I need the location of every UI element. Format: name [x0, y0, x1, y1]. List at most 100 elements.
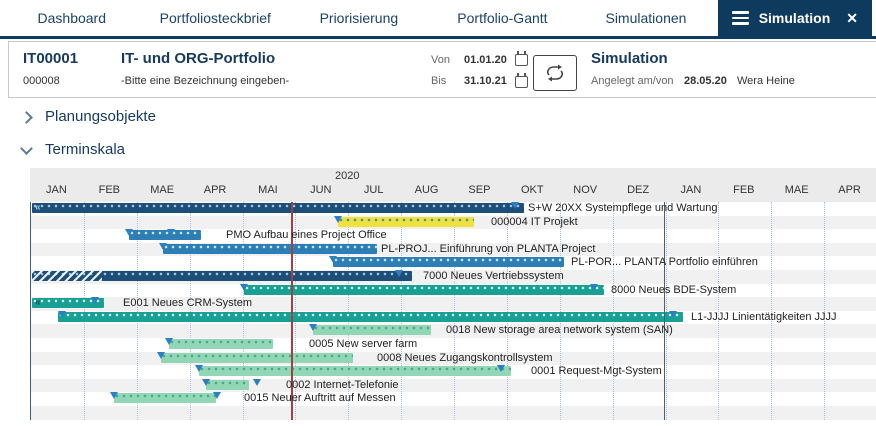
month-tick-label: FEB — [98, 184, 121, 196]
gantt-bar[interactable]: « — [32, 202, 524, 213]
month-tick-label: JAN — [46, 184, 67, 196]
milestone-marker-icon[interactable] — [164, 337, 173, 345]
gantt-bar[interactable] — [129, 230, 201, 241]
gantt-row: 0001 Request-Mgt-System — [31, 365, 876, 379]
calendar-icon[interactable] — [515, 51, 528, 66]
month-gridline — [824, 202, 826, 420]
bis-date-field[interactable]: 31.10.21 — [464, 75, 507, 87]
month-tick-label: OKT — [521, 184, 544, 196]
milestone-marker-icon[interactable] — [328, 256, 337, 264]
close-icon[interactable]: ✕ — [846, 9, 858, 26]
gantt-row: PMO Aufbau eines Project Office — [31, 229, 876, 243]
gantt-bar[interactable] — [114, 393, 216, 404]
portfolio-id[interactable]: IT00001 — [23, 50, 79, 67]
month-gridline — [506, 202, 508, 420]
milestone-marker-icon[interactable] — [156, 351, 165, 359]
gantt-bar[interactable] — [313, 325, 431, 336]
milestone-marker-icon[interactable] — [57, 310, 66, 318]
gantt-row: 0015 Neuer Auftritt auf Messen — [31, 392, 876, 406]
month-tick-label: NOV — [573, 184, 598, 196]
von-label: Von — [431, 54, 450, 66]
refresh-button[interactable] — [533, 55, 577, 91]
gantt-row: L1-JJJJ Linientätigkeiten JJJJ — [31, 310, 876, 325]
tab-simulation-active[interactable]: Simulation ✕ — [717, 0, 872, 36]
gantt-bar[interactable] — [58, 311, 683, 322]
gantt-bar[interactable] — [338, 216, 474, 227]
section-label: Terminskala — [45, 141, 126, 158]
gantt-row: PL-POR... PLANTA Portfolio einführen — [31, 256, 876, 270]
gantt-bar[interactable] — [169, 338, 273, 349]
milestone-marker-icon[interactable] — [308, 324, 317, 332]
month-tick-label: SEP — [468, 184, 491, 196]
gantt-bar[interactable] — [199, 366, 511, 377]
month-gridline — [771, 202, 773, 420]
section-planungsobjekte[interactable]: Planungsobjekte — [20, 108, 156, 125]
milestone-marker-icon[interactable] — [239, 283, 248, 291]
gantt-bar[interactable] — [161, 352, 353, 363]
milestone-marker-icon[interactable] — [90, 297, 99, 305]
gantt-bar[interactable] — [163, 243, 377, 254]
gantt-plot-area: « S+W 20XX Systempflege und Wartung 000004… — [30, 202, 876, 420]
gantt-bar-label: 000004 IT Projekt — [491, 215, 578, 228]
month-tick-label: DEZ — [627, 184, 650, 196]
milestone-marker-icon[interactable] — [201, 378, 210, 386]
section-terminskala[interactable]: Terminskala — [20, 141, 126, 158]
nav-tab-priorisierung[interactable]: Priorisierung — [319, 10, 399, 26]
gantt-bar-label: 7000 Neues Vertriebssystem — [423, 269, 564, 282]
gantt-bar[interactable]: « — [32, 297, 104, 309]
month-tick-label: APR — [203, 184, 227, 196]
milestone-marker-icon[interactable] — [668, 310, 677, 318]
milestone-marker-icon[interactable] — [496, 365, 505, 373]
year-label: 2020 — [335, 170, 360, 182]
milestone-marker-icon[interactable] — [394, 269, 403, 277]
hamburger-menu-icon[interactable] — [731, 11, 749, 25]
gantt-row: 8000 Neues BDE-System — [31, 283, 876, 298]
milestone-marker-icon[interactable] — [124, 229, 133, 237]
nav-tab-portfolio-gantt[interactable]: Portfolio-Gantt — [457, 10, 548, 26]
month-gridline — [189, 202, 191, 420]
gantt-bar[interactable] — [206, 379, 249, 390]
nav-tab-simulationen[interactable]: Simulationen — [605, 10, 687, 26]
month-gridline — [401, 202, 403, 420]
von-date-field[interactable]: 01.01.20 — [464, 54, 507, 66]
portfolio-title[interactable]: IT- und ORG-Portfolio — [121, 50, 276, 67]
gantt-row: PL-PROJ... Einführung von PLANTA Project — [31, 242, 876, 257]
milestone-marker-icon[interactable] — [510, 202, 519, 209]
simulation-title: Simulation — [591, 50, 668, 67]
nav-tab-list: Dashboard Portfoliosteckbrief Priorisierun… — [0, 0, 718, 36]
milestone-marker-icon[interactable] — [589, 283, 598, 291]
milestone-marker-icon[interactable] — [194, 365, 203, 373]
gantt-row: 0018 New storage area network system (SA… — [31, 324, 876, 338]
milestone-marker-icon[interactable] — [212, 392, 221, 400]
milestone-marker-icon[interactable] — [252, 378, 261, 386]
bis-label: Bis — [431, 75, 447, 87]
gantt-bar[interactable] — [333, 257, 564, 268]
gantt-bar[interactable] — [244, 284, 604, 295]
gantt-bar[interactable] — [32, 270, 412, 281]
month-gridline — [454, 202, 455, 420]
milestone-marker-icon[interactable] — [333, 215, 342, 223]
gantt-bar-label: 8000 Neues BDE-System — [611, 283, 737, 296]
month-tick-label: APR — [838, 184, 861, 196]
gantt-bar-label: 0005 New server farm — [309, 337, 418, 350]
continues-left-icon: « — [35, 202, 41, 213]
active-tab-label: Simulation — [758, 10, 831, 26]
year-boundary-line — [664, 202, 665, 420]
milestone-marker-icon[interactable] — [166, 229, 175, 237]
month-tick-label: JUN — [310, 184, 332, 196]
month-tick-label: FEB — [733, 184, 755, 196]
gantt-bar-label: L1-JJJJ Linientätigkeiten JJJJ — [691, 310, 837, 323]
month-tick-label: JAN — [680, 184, 702, 196]
top-nav: Dashboard Portfoliosteckbrief Priorisierun… — [0, 0, 876, 39]
calendar-icon[interactable] — [515, 73, 528, 88]
refresh-icon — [547, 64, 563, 82]
chevron-down-icon — [20, 141, 33, 155]
nav-tab-portfoliosteckbrief[interactable]: Portfoliosteckbrief — [159, 10, 271, 26]
nav-tab-dashboard[interactable]: Dashboard — [37, 10, 107, 26]
gantt-bar-label: E001 Neues CRM-System — [123, 297, 252, 310]
gantt-bar-label: 0008 Neues Zugangskontrollsystem — [377, 351, 553, 364]
portfolio-subtitle[interactable]: -Bitte eine Bezeichnung eingeben- — [121, 75, 290, 87]
milestone-marker-icon[interactable] — [109, 392, 118, 400]
milestone-marker-icon[interactable] — [158, 242, 167, 250]
month-tick-label: AUG — [414, 184, 439, 196]
